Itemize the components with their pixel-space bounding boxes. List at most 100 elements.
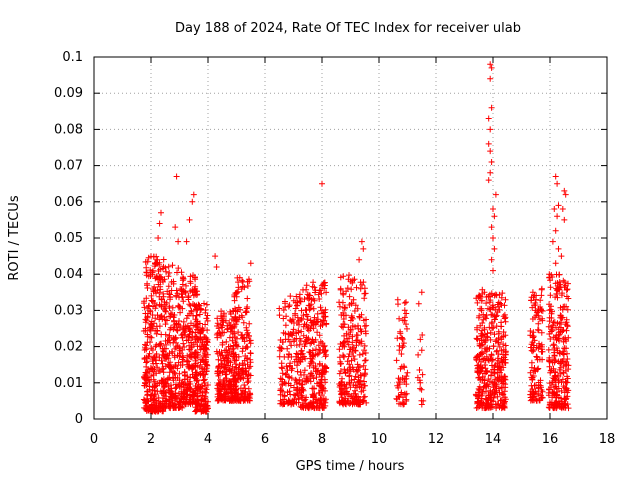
data-point <box>493 405 500 412</box>
data-point <box>314 380 321 387</box>
data-point <box>154 380 161 387</box>
data-point <box>311 405 318 411</box>
data-point <box>565 295 572 302</box>
data-point <box>535 305 542 312</box>
data-point <box>141 298 148 305</box>
data-point <box>151 387 158 394</box>
data-point <box>177 309 184 316</box>
data-point <box>549 238 556 245</box>
data-point <box>214 368 221 374</box>
data-point <box>304 313 311 320</box>
x-axis-label: GPS time / hours <box>296 459 405 474</box>
data-point <box>528 359 535 366</box>
data-point <box>500 376 507 383</box>
data-point <box>154 364 161 371</box>
data-point <box>183 282 189 289</box>
data-point <box>362 350 369 356</box>
data-point <box>163 317 170 324</box>
data-point <box>286 302 293 309</box>
data-point <box>340 273 347 280</box>
data-point <box>480 400 487 407</box>
data-point <box>171 369 178 376</box>
data-point <box>530 342 537 349</box>
data-point <box>214 385 221 392</box>
data-point <box>152 261 159 268</box>
data-point <box>497 363 504 370</box>
data-point <box>401 300 408 306</box>
data-point <box>564 389 571 396</box>
data-point <box>233 341 240 348</box>
data-point <box>204 382 211 388</box>
x-tick-label: 14 <box>485 432 502 447</box>
data-point <box>282 336 289 343</box>
data-point <box>302 307 309 313</box>
data-point <box>170 314 177 321</box>
data-point <box>296 341 303 348</box>
data-point <box>395 301 401 308</box>
data-point <box>501 394 508 401</box>
data-point <box>529 386 536 393</box>
data-point <box>160 376 167 383</box>
data-point <box>229 328 236 335</box>
data-point <box>548 303 554 310</box>
data-point <box>348 300 355 307</box>
data-point <box>222 375 229 382</box>
data-point <box>488 104 495 111</box>
data-point <box>156 220 163 227</box>
data-point <box>149 347 156 353</box>
data-point <box>494 393 501 400</box>
data-point <box>535 327 542 334</box>
data-point <box>483 300 490 307</box>
data-point <box>498 294 505 301</box>
data-point <box>346 293 353 300</box>
data-point <box>298 317 304 323</box>
data-point <box>478 388 485 395</box>
data-point <box>185 358 192 365</box>
data-point <box>400 394 406 401</box>
data-point <box>299 394 306 401</box>
data-point <box>545 346 552 353</box>
data-point <box>346 372 353 379</box>
data-point <box>235 368 242 375</box>
data-point <box>172 224 179 231</box>
y-tick-label: 0.05 <box>54 231 83 246</box>
data-point <box>477 399 483 406</box>
data-point <box>154 388 161 395</box>
data-point <box>197 388 204 395</box>
data-point <box>501 401 508 407</box>
data-point <box>160 256 167 263</box>
data-point <box>225 385 232 392</box>
data-point <box>345 353 352 360</box>
data-point <box>308 358 315 365</box>
data-point <box>143 402 150 409</box>
data-point <box>358 238 365 245</box>
data-point <box>220 319 227 326</box>
data-point <box>358 338 365 345</box>
data-point <box>164 375 171 382</box>
data-point <box>401 390 408 397</box>
data-point <box>246 365 252 371</box>
data-point <box>162 321 169 328</box>
data-point <box>170 280 177 287</box>
data-point <box>174 290 181 297</box>
data-point <box>301 367 308 374</box>
y-tick-label: 0.09 <box>54 86 83 101</box>
data-point <box>359 351 366 357</box>
data-point <box>195 351 201 358</box>
data-point <box>239 335 246 342</box>
data-point <box>313 374 320 381</box>
data-point <box>342 385 349 392</box>
data-point <box>291 396 298 403</box>
data-point <box>147 327 154 334</box>
data-point <box>277 375 284 382</box>
data-point <box>312 289 318 296</box>
data-point <box>144 282 150 289</box>
data-point <box>417 385 424 392</box>
data-point <box>418 347 425 354</box>
data-point <box>167 313 174 320</box>
data-point <box>199 392 206 399</box>
data-point <box>559 398 566 405</box>
data-point <box>560 303 567 310</box>
data-point <box>403 373 410 380</box>
x-tick-label: 0 <box>90 432 98 447</box>
